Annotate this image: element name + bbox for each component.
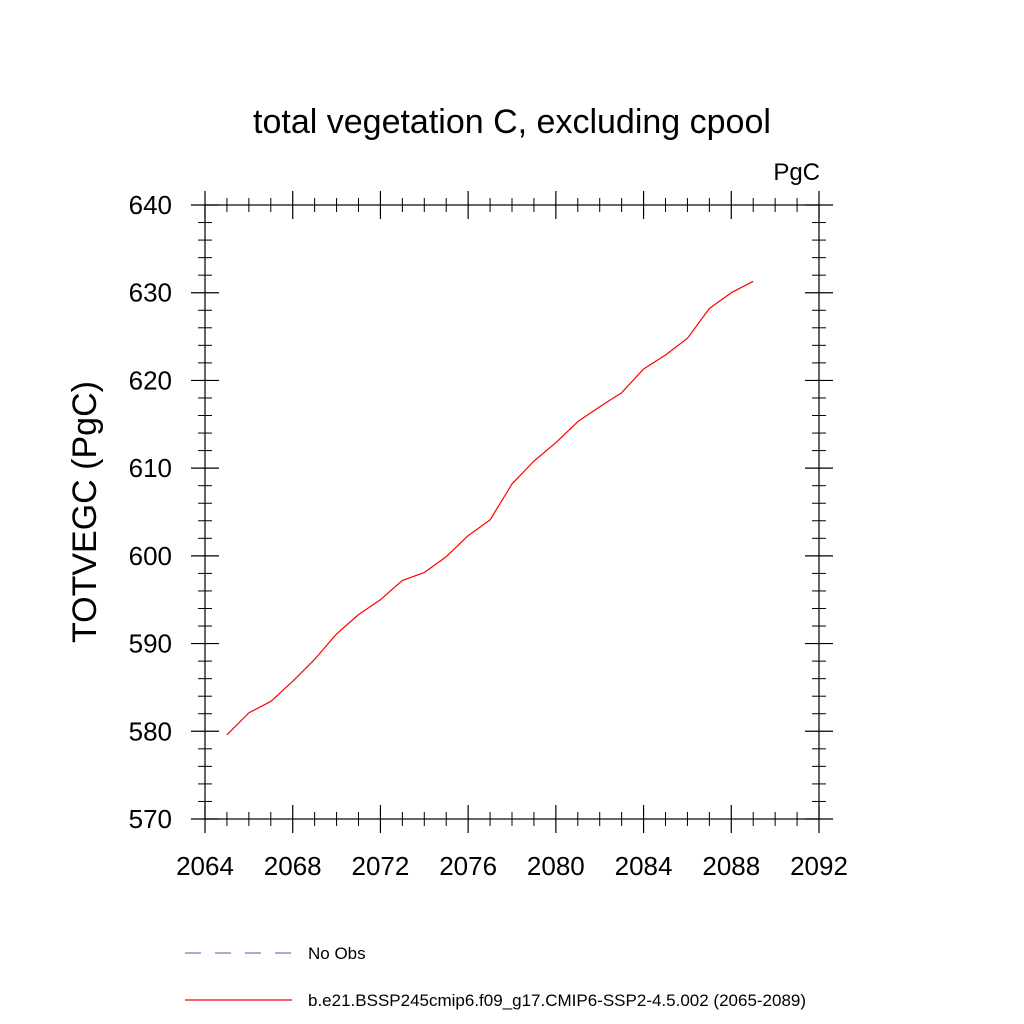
units-label: PgC (773, 159, 820, 186)
x-tick-label: 2068 (264, 851, 322, 881)
series-lines (226, 280, 754, 736)
y-tick-label: 580 (129, 716, 172, 746)
y-tick-label: 570 (129, 804, 172, 834)
legend-label-1: b.e21.BSSP245cmip6.f09_g17.CMIP6-SSP2-4.… (308, 991, 806, 1010)
chart-title: total vegetation C, excluding cpool (253, 103, 771, 141)
y-tick-label: 640 (129, 190, 172, 220)
x-tick-label: 2072 (352, 851, 410, 881)
x-tick-labels: 2064 2068 2072 2076 2080 2084 2088 2092 (176, 851, 848, 881)
x-tick-label: 2080 (527, 851, 585, 881)
axis-ticks (191, 191, 833, 833)
x-tick-label: 2076 (439, 851, 497, 881)
legend-label-0: No Obs (308, 944, 366, 963)
series-line-0 (226, 280, 754, 736)
y-tick-label: 590 (129, 629, 172, 659)
x-tick-label: 2092 (790, 851, 848, 881)
y-axis-label: TOTVEGC (PgC) (66, 381, 104, 643)
legend: No Obs b.e21.BSSP245cmip6.f09_g17.CMIP6-S… (185, 944, 806, 1010)
y-tick-label: 610 (129, 453, 172, 483)
y-tick-label: 630 (129, 278, 172, 308)
y-tick-label: 620 (129, 365, 172, 395)
x-tick-label: 2088 (702, 851, 760, 881)
y-tick-label: 600 (129, 541, 172, 571)
y-tick-labels: 570 580 590 600 610 620 630 640 (129, 190, 172, 834)
plot-frame (204, 204, 820, 820)
x-tick-label: 2084 (615, 851, 673, 881)
x-tick-label: 2064 (176, 851, 234, 881)
